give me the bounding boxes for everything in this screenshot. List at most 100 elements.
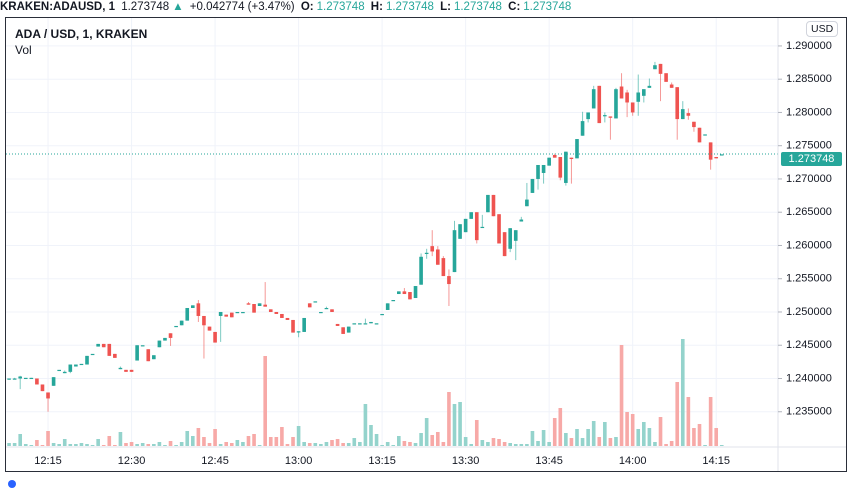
close-label: C: — [508, 1, 521, 13]
candle-body — [96, 343, 100, 347]
candle — [285, 317, 290, 320]
candle-body — [346, 326, 351, 333]
price-tick-label: 1.290000 — [786, 40, 832, 52]
candle — [107, 343, 112, 356]
candle-body — [363, 323, 368, 325]
candle — [218, 311, 223, 342]
candle-body — [547, 157, 551, 166]
candle-body — [491, 194, 496, 217]
candle — [68, 364, 73, 374]
candle — [57, 369, 61, 372]
last-price: 1.273748 — [121, 1, 170, 13]
volume-bar — [430, 435, 435, 446]
candle — [152, 355, 156, 360]
volume-bar — [296, 426, 301, 446]
volume-bar — [213, 429, 217, 446]
candle-body — [675, 87, 680, 120]
candle-body — [686, 113, 691, 116]
price-tick-label: 1.240000 — [786, 372, 832, 384]
candle-body — [285, 317, 290, 320]
close-value: 1.273748 — [523, 1, 572, 13]
candle-body — [101, 343, 106, 348]
candle — [358, 323, 362, 325]
candle — [291, 319, 295, 333]
candle-body — [586, 112, 590, 120]
candle-body — [458, 224, 462, 239]
candle-body — [218, 311, 223, 316]
candle-body — [630, 102, 635, 113]
candle — [129, 369, 134, 372]
candle — [625, 89, 629, 118]
candle — [146, 349, 151, 362]
candle-body — [335, 323, 340, 326]
candle-body — [157, 340, 162, 348]
candle-body — [664, 73, 668, 82]
candle-body — [469, 212, 474, 219]
open-label: O: — [300, 1, 314, 13]
candle-body — [29, 377, 34, 380]
volume-indicator-label[interactable]: Vol — [15, 43, 32, 57]
candle — [547, 157, 551, 166]
candle — [185, 307, 190, 321]
price-axis[interactable]: 1.290000 1.285000 1.280000 1.275000 1.270000… — [778, 40, 832, 418]
candle-body — [341, 327, 345, 334]
volume-bar — [246, 436, 251, 446]
volume-bar — [636, 429, 641, 446]
candle — [508, 228, 512, 253]
candles — [7, 61, 724, 412]
candle-body — [146, 349, 151, 362]
candle — [497, 214, 501, 244]
pane-title: ADA / USD, 1, KRAKEN — [15, 27, 148, 41]
candle — [669, 82, 674, 88]
candle-body — [719, 154, 724, 156]
volume-bar — [118, 432, 123, 446]
candle — [18, 375, 23, 390]
candle — [564, 151, 568, 186]
candle-body — [241, 311, 245, 314]
candle-body — [636, 92, 641, 102]
candle — [658, 63, 663, 102]
candle-body — [257, 303, 262, 306]
volume-bar — [703, 445, 707, 446]
volume-bar — [525, 444, 529, 446]
candle-body — [190, 305, 195, 308]
volume-bar — [235, 440, 240, 446]
volume-bar — [285, 444, 290, 446]
open-value: 1.273748 — [316, 1, 365, 13]
volume-bar — [185, 431, 190, 446]
candle — [46, 392, 50, 412]
symbol-legend: KRAKEN:ADAUSD, 1 1.273748 ▲ +0.042774 (+3… — [0, 0, 574, 16]
volume-bar — [101, 445, 106, 446]
candle-body — [708, 142, 713, 160]
time-tick-label: 12:30 — [118, 455, 146, 467]
candle-body — [124, 369, 128, 372]
candle-body — [263, 304, 267, 307]
candle-body — [23, 377, 28, 380]
candle-body — [202, 315, 206, 326]
time-tick-label: 14:15 — [702, 455, 730, 467]
candle-body — [502, 232, 507, 257]
candle-body — [508, 228, 512, 249]
candle — [430, 230, 435, 257]
volume-bar — [68, 444, 73, 446]
volume-bar — [669, 441, 674, 446]
candle — [90, 353, 95, 356]
candle-body — [313, 301, 318, 303]
volume-bar — [163, 445, 167, 446]
candle — [636, 74, 641, 116]
candle-body — [107, 343, 112, 356]
time-axis[interactable]: 12:15 12:30 12:45 13:00 13:15 13:30 13:45 14:00… — [34, 455, 730, 467]
candle — [280, 313, 284, 318]
volume-bar — [564, 433, 568, 446]
volume-bar — [35, 440, 39, 446]
candle-body — [441, 258, 446, 277]
candle-body — [385, 303, 390, 310]
candle — [335, 323, 340, 326]
currency-button[interactable]: USD — [806, 21, 839, 37]
price-tick-label: 1.255000 — [786, 273, 832, 285]
symbol-name: KRAKEN:ADAUSD, 1 — [0, 1, 116, 13]
volume-bar — [424, 418, 429, 446]
candle — [246, 302, 251, 305]
candle — [257, 303, 262, 306]
